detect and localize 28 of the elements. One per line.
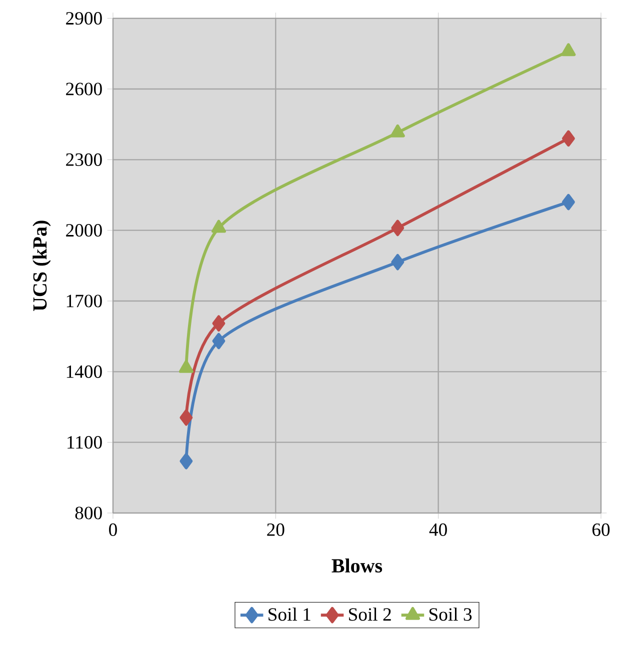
y-tick-label: 1700 [66,294,102,308]
legend-label: Soil 3 [429,608,472,621]
x-axis-title: Blows [332,558,382,573]
y-tick-label: 2300 [66,153,102,166]
legend-label: Soil 2 [349,608,391,621]
y-axis-title: UCS (kPa) [32,220,51,311]
y-tick-label: 1100 [68,436,102,449]
legend-label: Soil 1 [268,608,310,621]
point [391,254,404,270]
point [562,194,575,210]
point [391,220,404,236]
point [212,315,226,332]
y-tick-label: 2900 [66,12,102,25]
point [390,124,405,138]
x-tick-label: 0 [109,523,117,536]
point [561,43,576,56]
y-tick-label: 2600 [66,82,102,96]
x-tick-label: 40 [429,523,447,536]
point [211,220,226,233]
point [180,453,193,470]
x-tick-label: 60 [592,523,610,536]
point [212,332,226,350]
y-tick-label: 800 [75,506,102,520]
point [562,130,575,147]
x-tick-label: 20 [267,523,284,536]
y-tick-label: 2000 [66,224,102,237]
y-tick-label: 1400 [66,365,102,378]
point [180,409,193,426]
